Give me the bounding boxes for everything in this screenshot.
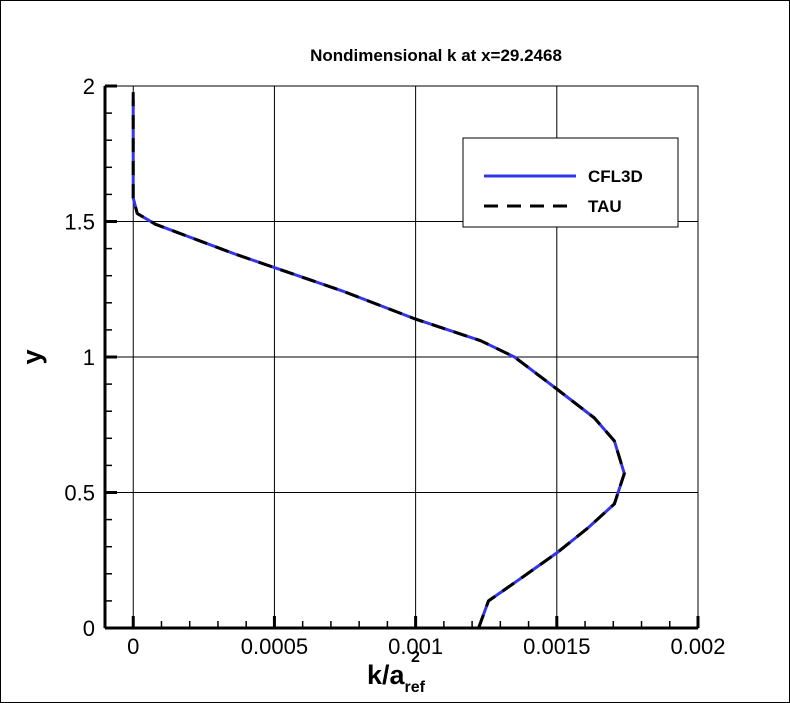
y-axis-label: y xyxy=(17,349,47,364)
x-axis-label: k/aref2 xyxy=(367,649,426,696)
y-tick-label: 0.5 xyxy=(64,481,95,506)
y-tick-label: 1.5 xyxy=(64,210,95,235)
series-line-tau xyxy=(131,86,626,629)
chart-title: Nondimensional k at x=29.2468 xyxy=(310,46,562,65)
legend-label-cfl3d: CFL3D xyxy=(588,167,643,186)
legend-box xyxy=(462,137,679,228)
x-tick-label: 0 xyxy=(127,634,139,659)
legend: CFL3D TAU xyxy=(462,137,679,228)
y-tick-label: 0 xyxy=(83,616,95,641)
x-tick-label: 0.001 xyxy=(388,634,443,659)
legend-label-tau: TAU xyxy=(588,197,622,216)
x-tick-label: 0.0015 xyxy=(523,634,590,659)
y-tick-label: 1 xyxy=(83,345,95,370)
y-tick-label: 2 xyxy=(83,74,95,99)
x-tick-label: 0.0005 xyxy=(241,634,308,659)
x-tick-label: 0.002 xyxy=(670,634,725,659)
